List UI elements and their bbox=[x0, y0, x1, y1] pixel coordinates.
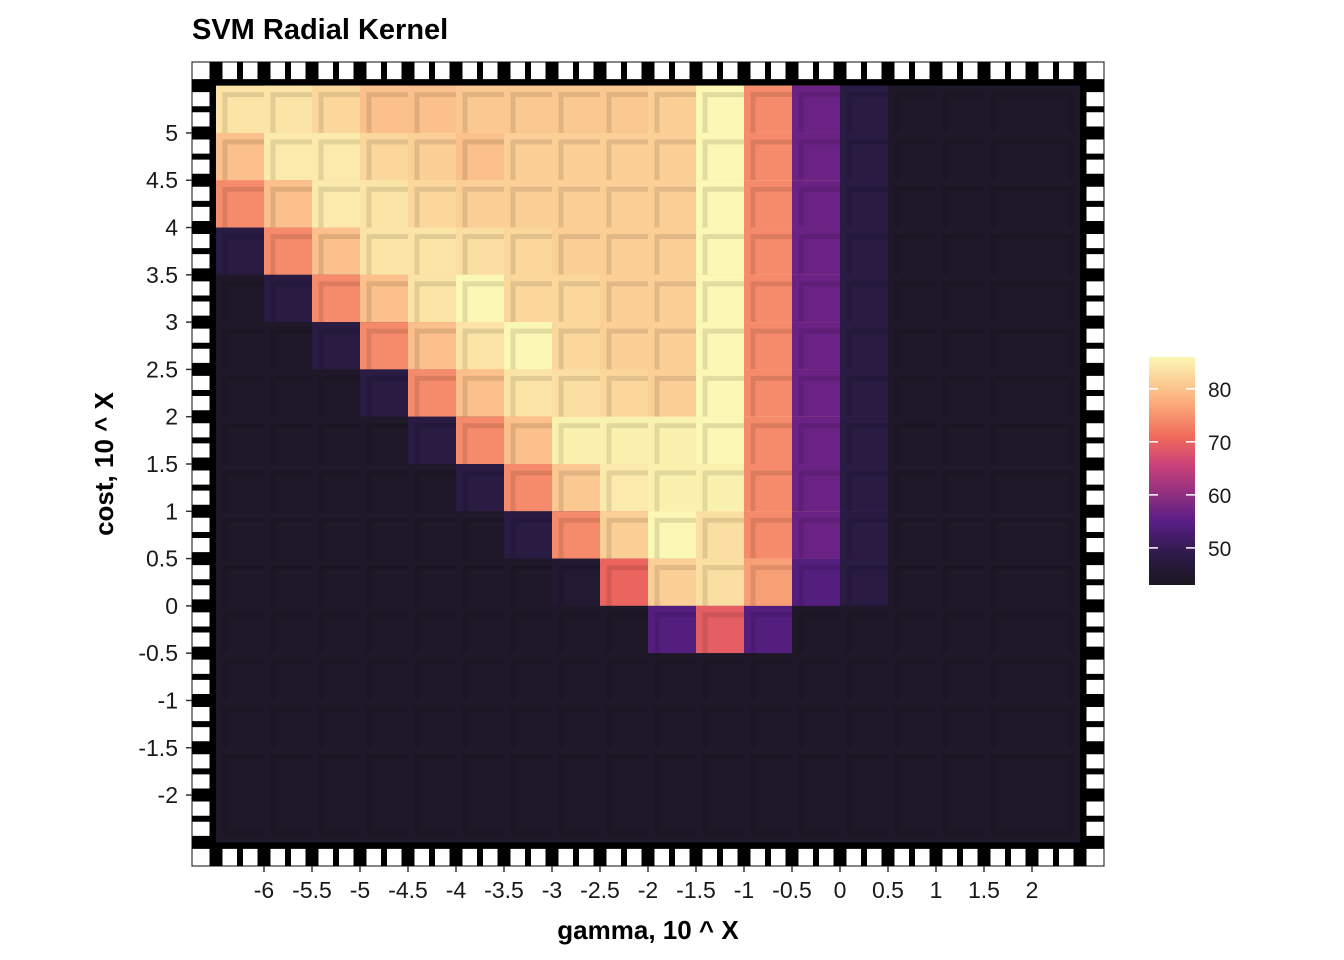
x-tick-label: 1 bbox=[930, 877, 943, 903]
heatmap-tile bbox=[990, 754, 1074, 836]
legend-tick-label: 80 bbox=[1208, 379, 1231, 402]
axis-ticks bbox=[186, 132, 1033, 872]
y-axis-tick-labels: 5 4.5 4 3.5 3 2.5 2 1.5 1 0.5 0 -0.5 -1 -1.5 -2 bbox=[138, 120, 178, 808]
x-tick-label: -2 bbox=[638, 877, 658, 903]
legend-tick-label: 50 bbox=[1208, 538, 1231, 561]
y-tick-label: -1.5 bbox=[138, 735, 178, 761]
y-tick-label: 1 bbox=[165, 498, 178, 524]
y-tick-label: -0.5 bbox=[138, 640, 178, 666]
legend-tick-label: 60 bbox=[1208, 485, 1231, 508]
x-tick-label: -5.5 bbox=[292, 877, 332, 903]
legend-colorbar bbox=[1149, 357, 1195, 585]
x-axis-title: gamma, 10 ^ X bbox=[557, 915, 739, 945]
chart-title: SVM Radial Kernel bbox=[192, 14, 448, 46]
x-tick-label: -5 bbox=[350, 877, 370, 903]
y-tick-label: 2 bbox=[165, 404, 178, 430]
y-tick-label: 5 bbox=[165, 120, 178, 146]
legend-ticks: 80 70 60 50 bbox=[1149, 379, 1231, 561]
x-tick-label: -6 bbox=[254, 877, 274, 903]
x-tick-label: 0.5 bbox=[872, 877, 904, 903]
y-tick-label: 0 bbox=[165, 593, 178, 619]
x-tick-label: 2 bbox=[1026, 877, 1039, 903]
x-tick-label: -3 bbox=[542, 877, 562, 903]
x-axis-tick-labels: -6 -5.5 -5 -4.5 -4 -3.5 -3 -2.5 -2 -1.5 -1 -0.5 0 0.5… bbox=[254, 877, 1039, 903]
y-axis-title: cost, 10 ^ X bbox=[89, 391, 119, 535]
x-tick-label: -4 bbox=[446, 877, 467, 903]
y-tick-label: 3.5 bbox=[146, 262, 178, 288]
y-tick-label: 3 bbox=[165, 309, 178, 335]
x-tick-label: -1 bbox=[734, 877, 754, 903]
x-tick-label: -0.5 bbox=[772, 877, 812, 903]
y-tick-label: 1.5 bbox=[146, 451, 178, 477]
heatmap-tiles bbox=[216, 85, 1080, 843]
x-tick-label: -3.5 bbox=[484, 877, 524, 903]
color-legend: 80 70 60 50 bbox=[1149, 357, 1231, 585]
y-tick-label: 4.5 bbox=[146, 167, 178, 193]
y-tick-label: 0.5 bbox=[146, 546, 178, 572]
y-tick-label: -1 bbox=[158, 687, 178, 713]
x-tick-label: -4.5 bbox=[388, 877, 428, 903]
x-tick-label: -1.5 bbox=[676, 877, 716, 903]
x-tick-label: 0 bbox=[834, 877, 847, 903]
y-tick-label: 2.5 bbox=[146, 356, 178, 382]
x-tick-label: 1.5 bbox=[968, 877, 1000, 903]
legend-tick-label: 70 bbox=[1208, 432, 1231, 455]
x-tick-label: -2.5 bbox=[580, 877, 620, 903]
y-tick-label: 4 bbox=[165, 215, 178, 241]
y-tick-label: -2 bbox=[158, 782, 178, 808]
